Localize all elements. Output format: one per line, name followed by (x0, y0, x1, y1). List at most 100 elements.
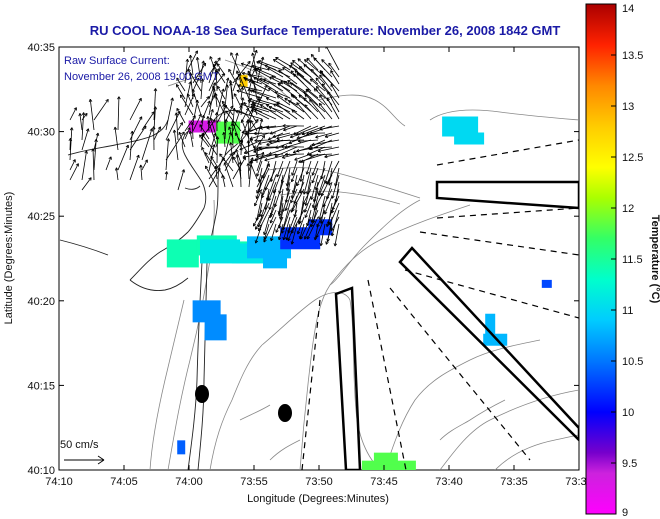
current-vector (247, 70, 258, 92)
current-vector (201, 133, 218, 156)
current-vector (217, 85, 226, 100)
current-vector (282, 124, 305, 128)
current-vector (321, 59, 333, 71)
current-vector (93, 138, 98, 171)
current-vector (238, 161, 243, 188)
current-vector (248, 159, 254, 188)
current-vector (165, 97, 174, 131)
current-vector (260, 195, 270, 218)
current-vector (233, 93, 242, 108)
current-vector (281, 145, 305, 149)
current-vector (291, 109, 305, 120)
map-layer: Raw Surface Current: November 26, 2008 1… (59, 47, 579, 470)
current-vector (81, 177, 92, 191)
current-vector (291, 160, 298, 176)
current-vector (250, 120, 258, 132)
current-vector (258, 146, 284, 151)
current-vector (276, 138, 305, 143)
current-vector (208, 60, 218, 84)
sst-patch (361, 452, 416, 470)
current-vector (290, 223, 298, 245)
current-vector (208, 132, 217, 156)
current-vector (276, 95, 291, 106)
current-vector (129, 130, 134, 161)
current-vector (287, 80, 305, 92)
current-vector (199, 124, 210, 140)
current-vector (256, 163, 270, 188)
current-vector (294, 70, 312, 85)
current-vector (305, 89, 326, 106)
current-vector (266, 125, 284, 130)
current-vector (172, 129, 179, 161)
current-vector (69, 159, 76, 171)
current-vector (255, 147, 260, 164)
current-vector (208, 82, 217, 100)
current-vector (192, 113, 202, 132)
current-vector (315, 132, 333, 139)
current-vector (228, 68, 242, 92)
current-vector (292, 59, 305, 71)
current-vector (251, 89, 277, 99)
current-vector (303, 90, 319, 106)
current-vector (309, 78, 326, 92)
current-vector (228, 80, 234, 108)
current-vector (81, 128, 90, 151)
current-vector (288, 100, 305, 113)
sst-patch (442, 116, 485, 145)
current-vector (296, 72, 319, 92)
current-vector (192, 99, 199, 124)
current-vector (214, 112, 219, 132)
sst-patch (192, 300, 227, 341)
current-vector (258, 60, 284, 71)
sst-patches (166, 74, 552, 470)
current-vector (117, 144, 130, 171)
current-vector (184, 127, 191, 140)
colorbar-tick-label: 12.5 (622, 152, 643, 164)
current-vector (318, 195, 326, 220)
scale-arrow-label: 50 cm/s (60, 439, 99, 451)
current-vector (298, 223, 305, 240)
current-vector (282, 216, 291, 241)
current-vector (325, 223, 333, 245)
x-tick-label: 73:45 (370, 476, 398, 488)
current-vector (330, 83, 340, 99)
current-vector (230, 123, 235, 148)
current-vector (296, 216, 305, 235)
current-vector (256, 151, 265, 172)
colorbar-tick-label: 13 (622, 101, 634, 113)
current-vector (294, 153, 312, 161)
current-vector (141, 128, 154, 161)
current-vector (215, 136, 220, 164)
current-vector (69, 127, 74, 161)
current-vector (303, 223, 312, 240)
x-tick-label: 74:10 (45, 476, 73, 488)
current-vector (195, 57, 202, 84)
current-vector (321, 83, 340, 106)
current-vector (105, 156, 112, 171)
current-vector (260, 104, 284, 120)
current-vector (293, 73, 312, 92)
current-vector (69, 107, 77, 121)
current-vector (296, 102, 312, 120)
current-vector (139, 164, 143, 181)
current-vector (304, 202, 312, 218)
current-vector (302, 167, 312, 195)
current-vector (263, 216, 270, 236)
current-vector (309, 131, 326, 136)
current-vector (319, 94, 333, 113)
bathymetry-contours (149, 59, 579, 470)
current-vector (216, 88, 225, 116)
x-tick-label: 74:05 (110, 476, 138, 488)
current-vector (190, 122, 195, 140)
current-vector (246, 119, 251, 148)
current-vector (269, 209, 277, 224)
current-vector (327, 91, 340, 113)
current-vector (91, 148, 95, 181)
sst-patch (177, 440, 186, 455)
current-vector (200, 100, 211, 124)
current-vector (265, 104, 291, 120)
current-vector (306, 57, 319, 71)
current-vector (179, 94, 194, 116)
current-vector (216, 73, 225, 84)
